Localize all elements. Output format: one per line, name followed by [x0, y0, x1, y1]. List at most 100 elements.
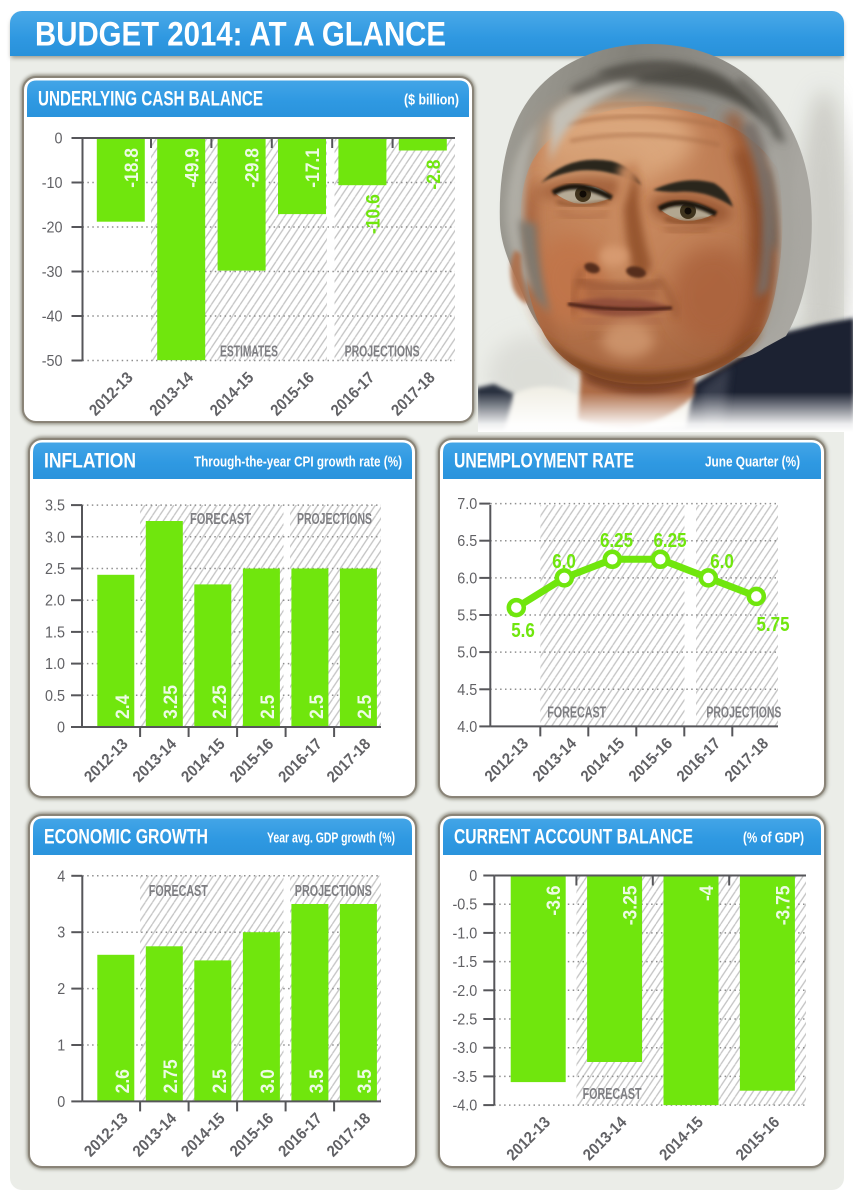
svg-text:6.5: 6.5 — [457, 533, 477, 550]
svg-text:2014-15: 2014-15 — [207, 369, 257, 419]
svg-text:FORECAST: FORECAST — [190, 511, 251, 528]
svg-text:2016-17: 2016-17 — [674, 735, 724, 785]
svg-text:6.25: 6.25 — [600, 530, 633, 552]
svg-text:-20: -20 — [42, 220, 63, 237]
svg-text:-3.75: -3.75 — [773, 885, 794, 925]
svg-text:INFLATION: INFLATION — [44, 450, 136, 473]
svg-text:-2.5: -2.5 — [453, 1012, 478, 1029]
svg-text:FORECAST: FORECAST — [547, 705, 606, 722]
svg-text:3.25: 3.25 — [161, 685, 182, 719]
svg-text:-4.0: -4.0 — [453, 1098, 478, 1115]
svg-text:-4: -4 — [697, 885, 718, 901]
svg-text:2015-16: 2015-16 — [227, 736, 277, 786]
svg-text:5.6: 5.6 — [511, 620, 535, 642]
svg-text:7.0: 7.0 — [457, 496, 477, 513]
svg-text:CURRENT ACCOUNT BALANCE: CURRENT ACCOUNT BALANCE — [454, 826, 693, 849]
svg-text:2017-18: 2017-18 — [324, 1110, 374, 1160]
svg-text:5.75: 5.75 — [756, 614, 789, 636]
svg-text:6.0: 6.0 — [552, 551, 576, 573]
svg-text:2.0: 2.0 — [45, 593, 65, 610]
svg-text:3.5: 3.5 — [355, 1069, 376, 1094]
svg-text:6.25: 6.25 — [653, 530, 686, 552]
svg-text:1: 1 — [57, 1038, 65, 1055]
svg-text:4.0: 4.0 — [457, 719, 477, 736]
svg-text:-1.5: -1.5 — [453, 954, 478, 971]
svg-text:-1.0: -1.0 — [453, 925, 478, 942]
svg-text:-18.8: -18.8 — [122, 148, 143, 188]
svg-text:2: 2 — [57, 981, 65, 998]
svg-text:PROJECTIONS: PROJECTIONS — [297, 511, 372, 528]
svg-text:6.0: 6.0 — [710, 551, 734, 573]
svg-text:2.5: 2.5 — [45, 561, 65, 578]
svg-text:5.0: 5.0 — [457, 645, 477, 662]
svg-text:Through-the-year CPI growth ra: Through-the-year CPI growth rate (%) — [194, 454, 402, 471]
svg-text:0: 0 — [55, 131, 63, 148]
svg-text:ECONOMIC GROWTH: ECONOMIC GROWTH — [44, 826, 208, 849]
svg-text:PROJECTIONS: PROJECTIONS — [295, 883, 372, 900]
svg-text:2012-13: 2012-13 — [86, 369, 136, 419]
svg-text:PROJECTIONS: PROJECTIONS — [706, 705, 781, 722]
svg-text:2.4: 2.4 — [113, 694, 134, 719]
svg-text:-3.0: -3.0 — [453, 1040, 478, 1057]
svg-text:-2.8: -2.8 — [424, 160, 445, 190]
svg-text:-30: -30 — [42, 264, 63, 281]
svg-text:2014-15: 2014-15 — [578, 735, 628, 785]
svg-text:1.0: 1.0 — [45, 656, 65, 673]
svg-text:2015-16: 2015-16 — [733, 1114, 783, 1164]
svg-text:2016-17: 2016-17 — [328, 369, 378, 419]
svg-text:2012-13: 2012-13 — [504, 1114, 554, 1164]
svg-text:5.5: 5.5 — [457, 608, 477, 625]
svg-text:2013-14: 2013-14 — [147, 369, 197, 419]
svg-text:2.5: 2.5 — [307, 694, 328, 719]
svg-text:-0.5: -0.5 — [453, 897, 478, 914]
svg-text:2.5: 2.5 — [258, 694, 279, 719]
svg-text:2.25: 2.25 — [210, 685, 231, 719]
svg-text:-3.6: -3.6 — [544, 886, 565, 916]
svg-text:3.5: 3.5 — [45, 498, 65, 515]
svg-text:-40: -40 — [42, 309, 63, 326]
svg-text:0: 0 — [57, 720, 65, 737]
svg-text:-10: -10 — [42, 175, 63, 192]
svg-text:1.5: 1.5 — [45, 624, 65, 641]
svg-text:0: 0 — [469, 868, 477, 885]
svg-text:4: 4 — [57, 868, 65, 885]
svg-text:-29.8: -29.8 — [243, 148, 264, 188]
svg-text:2014-15: 2014-15 — [657, 1114, 707, 1164]
svg-text:FORECAST: FORECAST — [149, 883, 208, 900]
svg-text:2017-18: 2017-18 — [324, 736, 374, 786]
svg-text:0: 0 — [57, 1094, 65, 1111]
svg-text:2017-18: 2017-18 — [388, 369, 438, 419]
svg-text:2013-14: 2013-14 — [130, 1110, 180, 1160]
svg-text:3.0: 3.0 — [45, 529, 65, 546]
svg-text:-17.1: -17.1 — [303, 148, 324, 188]
svg-text:2016-17: 2016-17 — [276, 736, 326, 786]
svg-text:2015-16: 2015-16 — [268, 369, 318, 419]
svg-text:UNDERLYING CASH BALANCE: UNDERLYING CASH BALANCE — [38, 88, 263, 111]
svg-text:2.5: 2.5 — [355, 694, 376, 719]
svg-text:-2.0: -2.0 — [453, 983, 478, 1000]
svg-text:UNEMPLOYMENT RATE: UNEMPLOYMENT RATE — [454, 450, 634, 473]
svg-text:0.5: 0.5 — [45, 688, 65, 705]
svg-text:PROJECTIONS: PROJECTIONS — [345, 344, 420, 361]
svg-text:2012-13: 2012-13 — [482, 735, 532, 785]
svg-text:FORECAST: FORECAST — [583, 1086, 642, 1103]
svg-text:2016-17: 2016-17 — [276, 1110, 326, 1160]
svg-text:4.5: 4.5 — [457, 682, 477, 699]
svg-text:2.5: 2.5 — [210, 1069, 231, 1094]
svg-text:3.5: 3.5 — [307, 1069, 328, 1094]
svg-text:2015-16: 2015-16 — [227, 1110, 277, 1160]
svg-text:($ billion): ($ billion) — [404, 92, 459, 109]
svg-text:2014-15: 2014-15 — [178, 736, 228, 786]
svg-text:2012-13: 2012-13 — [81, 736, 131, 786]
svg-text:2017-18: 2017-18 — [722, 735, 772, 785]
svg-text:-10.6: -10.6 — [364, 194, 385, 234]
svg-text:2013-14: 2013-14 — [530, 735, 580, 785]
svg-text:BUDGET 2014: AT A GLANCE: BUDGET 2014: AT A GLANCE — [35, 16, 446, 54]
svg-text:-3.25: -3.25 — [621, 885, 642, 925]
svg-text:(% of GDP): (% of GDP) — [743, 830, 804, 847]
svg-text:2015-16: 2015-16 — [626, 735, 676, 785]
svg-text:3.0: 3.0 — [258, 1069, 279, 1093]
svg-text:2013-14: 2013-14 — [580, 1114, 630, 1164]
svg-text:-3.5: -3.5 — [453, 1069, 478, 1086]
svg-text:6.0: 6.0 — [457, 570, 477, 587]
